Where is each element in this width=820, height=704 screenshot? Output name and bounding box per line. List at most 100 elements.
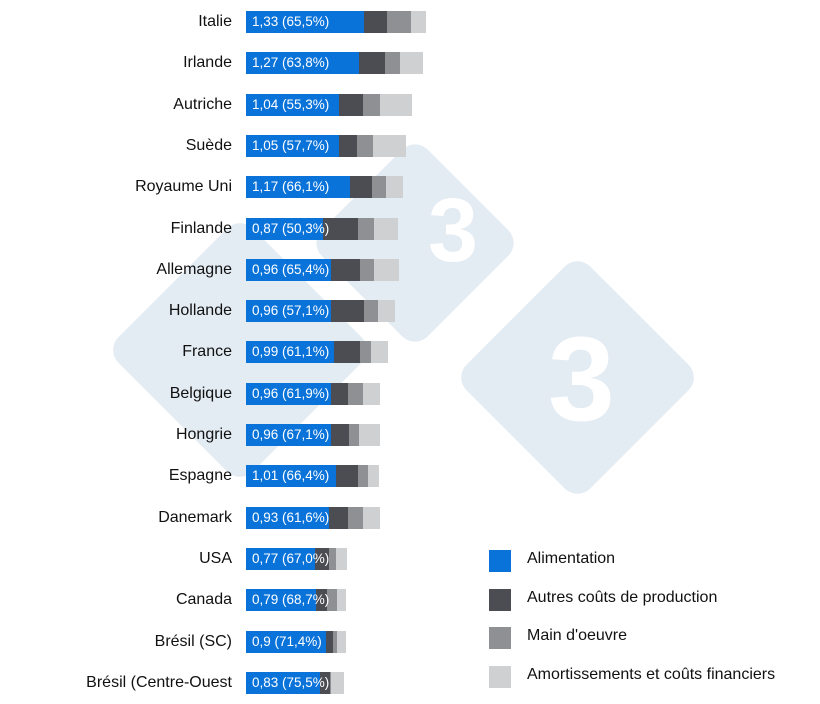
stacked-bar [246,671,344,694]
stacked-bar [246,589,346,612]
country-label: Danemark [158,508,232,526]
bar-segment [246,217,324,240]
value-label: 0,87 (50,3%) [252,220,330,236]
legend-label: Main d'oeuvre [527,627,627,644]
bar-segment [357,134,374,157]
stacked-bar [246,134,407,157]
bar-segment [314,547,329,570]
bar-segment [359,258,375,281]
stacked-bar [246,300,395,323]
value-label: 0,9 (71,4%) [252,633,322,649]
bar-segment [377,300,395,323]
country-label: Espagne [168,467,232,485]
bar-segment [246,176,351,199]
bar-row: Italie 1,33 (65,5%) [0,11,820,35]
bar-segment [335,465,359,488]
bar-segment [246,258,332,281]
bar-segment [246,93,339,116]
bar-segment [319,671,330,694]
bar-segment [387,11,411,33]
bar-segment [323,217,359,240]
bar-segment [358,217,375,240]
stacked-bar [246,217,399,240]
bar-segment [336,589,346,612]
bar-segment [372,176,386,199]
bar-segment [246,589,317,612]
value-label: 0,96 (61,9%) [252,385,330,401]
bar-segment [246,341,335,364]
country-label: USA [199,549,232,567]
bar-segment [374,217,399,240]
bar-segment [328,506,349,529]
legend-swatch [489,550,511,572]
bar-segment [246,424,332,446]
value-label: 1,01 (66,4%) [252,468,330,484]
bar-segment [331,382,349,405]
value-label: 0,99 (61,1%) [252,344,330,360]
country-label: Hongrie [175,426,232,443]
stacked-bar [246,547,348,570]
legend-swatch [489,627,511,649]
bar-row: USA 0,77 (67,0%) [0,547,820,572]
bar-segment [246,300,332,323]
country-label: Italie [198,13,232,30]
value-label: 1,27 (63,8%) [252,55,330,71]
bar-segment [333,630,337,653]
bar-row: Irlande 1,27 (63,8%) [0,52,820,76]
bar-segment [399,52,424,75]
bar-segment [362,506,381,529]
bar-row: Danemark 0,93 (61,6%) [0,506,820,531]
watermark-number-1: 3 [428,181,479,281]
value-label: 0,96 (65,4%) [252,261,330,277]
stacked-bar [246,176,403,199]
bar-segment [246,134,340,157]
bar-segment [326,589,337,612]
bar-row: Hollande 0,96 (57,1%) [0,300,820,324]
country-label: France [182,343,232,361]
bar-segment [246,506,329,529]
bar-row: Finlande 0,87 (50,3%) [0,217,820,242]
bar-segment [359,341,371,364]
bar-segment [385,176,403,199]
bar-segment [246,547,315,570]
bar-segment [410,11,426,33]
stacked-bar [246,382,381,405]
stacked-bar [246,93,413,116]
bar-row: Hongrie 0,96 (67,1%) [0,424,820,448]
bar-row: Brésil (Centre-Ouest 0,83 (75,5%) [0,671,820,696]
legend-swatch [489,588,511,611]
bar-segment [316,589,327,612]
value-label: 0,83 (75,5%) [252,674,330,690]
value-label: 1,33 (65,5%) [252,14,330,29]
stacked-bar [246,11,426,33]
bar-segment [246,52,360,75]
country-label: Brésil (SC) [154,632,232,650]
value-label: 1,04 (55,3%) [252,96,330,112]
watermark-number-3: 3 [548,312,615,446]
bar-segment [331,258,360,281]
bar-segment [330,671,344,694]
bar-segment [246,630,327,653]
country-label: Belgique [169,384,232,402]
bar-segment [335,547,348,570]
bar-segment [331,300,365,323]
bar-segment [246,465,336,488]
bar-segment [246,671,320,694]
bar-segment [359,52,385,75]
value-label: 1,17 (66,1%) [252,179,330,195]
bar-row: Royaume Uni 1,17 (66,1%) [0,176,820,200]
bar-segment [380,93,413,116]
bar-segment [328,547,336,570]
bar-segment [246,382,332,405]
bar-segment [348,382,363,405]
stacked-bar [246,52,424,75]
bar-segment [373,134,407,157]
stacked-bar [246,465,380,488]
bar-row: Belgique 0,96 (61,9%) [0,382,820,407]
bar-segment [246,11,365,33]
country-label: Finlande [170,219,232,237]
value-label: 0,93 (61,6%) [252,509,330,525]
bar-segment [363,93,381,116]
stacked-bar [246,630,346,653]
country-label: Brésil (Centre-Ouest [86,673,232,691]
